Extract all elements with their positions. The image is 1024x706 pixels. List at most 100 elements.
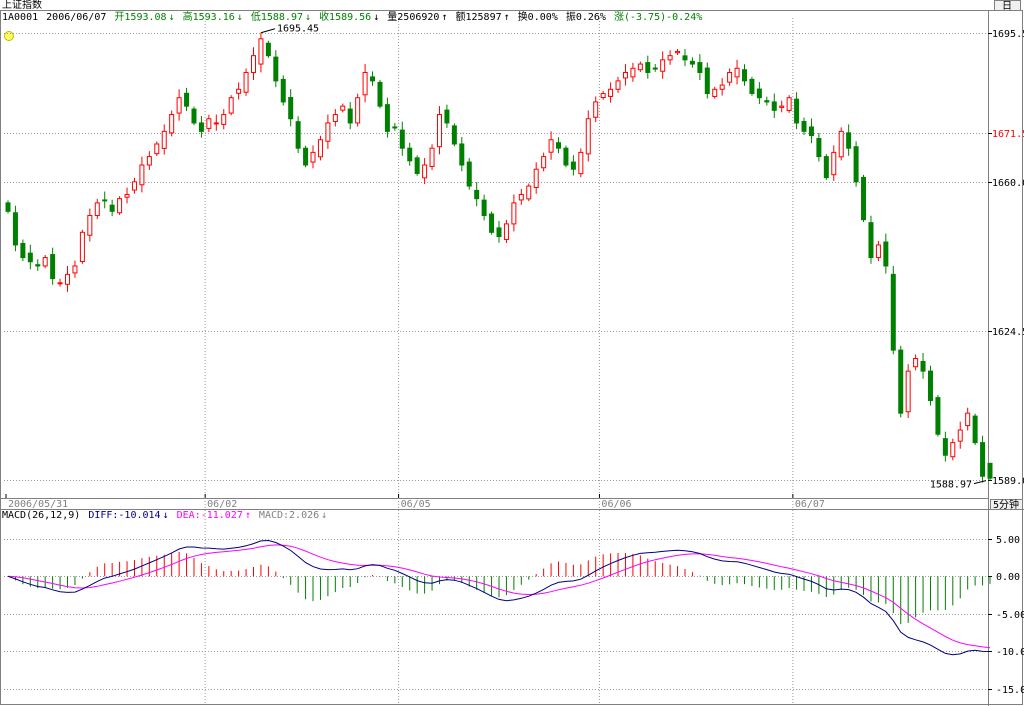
candle-body bbox=[838, 130, 844, 158]
candle-body bbox=[191, 108, 197, 124]
candle-body bbox=[927, 370, 933, 402]
candle-body bbox=[102, 199, 108, 202]
candle-body bbox=[779, 105, 785, 108]
candle-body bbox=[243, 71, 249, 93]
candle-body bbox=[94, 202, 100, 216]
candle-body bbox=[176, 97, 182, 114]
candle-body bbox=[124, 193, 130, 198]
candle-body bbox=[704, 67, 710, 95]
candle-body bbox=[362, 71, 368, 96]
sun-icon bbox=[4, 31, 14, 41]
candle-body bbox=[407, 147, 413, 162]
candle-body bbox=[749, 78, 755, 95]
candle-body bbox=[742, 69, 747, 82]
candle-body bbox=[459, 143, 465, 166]
candle-body bbox=[764, 100, 770, 103]
candle-body bbox=[503, 223, 509, 240]
period-button-frame bbox=[990, 499, 1023, 510]
macd-tick-label: -10.00 bbox=[996, 647, 1024, 658]
candle-body bbox=[27, 252, 33, 263]
low-value: 低1588.97 bbox=[250, 12, 303, 23]
price-tick-label: 1624.5 bbox=[992, 327, 1024, 338]
candle-body bbox=[548, 139, 554, 153]
candle-body bbox=[667, 55, 673, 61]
candle-body bbox=[615, 80, 621, 90]
candle-body bbox=[637, 63, 643, 71]
candle-body bbox=[377, 81, 383, 107]
diff-value: DIFF:-10.014 bbox=[88, 510, 161, 521]
candle-body bbox=[444, 109, 450, 124]
candle-body bbox=[556, 142, 562, 149]
candle-body bbox=[79, 231, 85, 263]
candle-body bbox=[957, 429, 963, 442]
candle-body bbox=[816, 138, 822, 158]
candle-body bbox=[258, 38, 264, 65]
amplitude-value: 振0.26% bbox=[565, 12, 606, 23]
down-arrow-icon: ↓ bbox=[162, 510, 169, 521]
candle-body bbox=[131, 181, 137, 191]
candle-body bbox=[794, 98, 800, 124]
candle-body bbox=[578, 151, 584, 175]
turnover-value: 换0.00% bbox=[517, 12, 558, 23]
candle-body bbox=[682, 55, 688, 61]
candle-body bbox=[965, 412, 971, 427]
candle-body bbox=[808, 126, 814, 137]
corner-button: 日 bbox=[1002, 1, 1012, 12]
candle-body bbox=[980, 442, 986, 477]
macd-header: MACD(26,12,9) DIFF:-10.014 ↓ DEA:-11.027 ↑… bbox=[2, 510, 329, 522]
stock-code: 1A0001 bbox=[2, 12, 39, 23]
up-arrow-icon: ↑ bbox=[244, 510, 251, 521]
candle-body bbox=[436, 114, 442, 148]
candle-body bbox=[935, 397, 941, 435]
candle-body bbox=[823, 156, 829, 179]
candle-body bbox=[831, 151, 837, 176]
candle-body bbox=[541, 156, 547, 169]
candle-body bbox=[213, 122, 219, 125]
candle-body bbox=[942, 438, 948, 456]
candle-body bbox=[905, 370, 911, 413]
down-arrow-icon: ↓ bbox=[373, 12, 380, 23]
date-tick-label: 06/05 bbox=[401, 499, 431, 510]
candle-body bbox=[273, 56, 279, 82]
volume-value: 量2506920 bbox=[387, 12, 440, 23]
candle-body bbox=[20, 242, 26, 259]
candle-body bbox=[139, 164, 145, 186]
candle-body bbox=[399, 129, 405, 149]
dea-line bbox=[7, 544, 991, 649]
candle-body bbox=[630, 67, 636, 78]
macd-tick-label: -5.00 bbox=[996, 610, 1024, 621]
bar-date: 2006/06/07 bbox=[46, 12, 107, 23]
candle-body bbox=[169, 114, 175, 134]
candle-body bbox=[370, 76, 376, 82]
candle-body bbox=[689, 60, 695, 65]
price-tick-label: 1589.0 bbox=[992, 476, 1024, 487]
candle-body bbox=[675, 50, 681, 54]
candle-body bbox=[347, 108, 353, 124]
date-tick-label: 2006/05/31 bbox=[8, 499, 68, 510]
candle-body bbox=[593, 101, 599, 118]
sun-icon-disc bbox=[4, 31, 14, 41]
candle-body bbox=[570, 161, 576, 170]
candle-body bbox=[622, 71, 628, 79]
candle-body bbox=[392, 126, 398, 129]
date-tick-label: 06/07 bbox=[795, 499, 825, 510]
candle-body bbox=[161, 130, 167, 149]
candle-body bbox=[50, 254, 56, 280]
max-price-pointer bbox=[260, 28, 276, 34]
candle-body bbox=[146, 156, 152, 166]
macd-histogram bbox=[14, 551, 991, 625]
max-price-label: 1695.45 bbox=[277, 24, 319, 35]
candle-body bbox=[987, 462, 993, 479]
candle-body bbox=[801, 120, 807, 132]
min-price-label: 1588.97 bbox=[930, 480, 972, 491]
candle-body bbox=[198, 122, 204, 132]
candle-body bbox=[35, 264, 41, 267]
candle-body bbox=[474, 189, 480, 200]
candle-body bbox=[861, 176, 867, 221]
down-arrow-icon: ↓ bbox=[168, 12, 175, 23]
high-value: 高1593.16 bbox=[182, 12, 235, 23]
candle-body bbox=[898, 349, 904, 414]
date-tick-label: 06/06 bbox=[601, 499, 631, 510]
